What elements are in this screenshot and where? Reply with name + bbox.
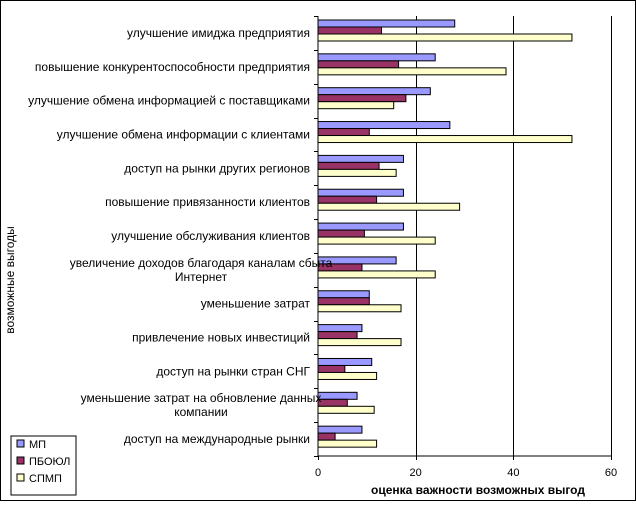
x-tick-labels: 0 20 40 60: [315, 456, 617, 479]
bar-spmp: [317, 338, 402, 347]
bar-pboyul: [317, 297, 370, 306]
bars: [317, 19, 573, 448]
legend-label: ПБОЮЛ: [29, 456, 70, 468]
bar-pboyul: [317, 364, 346, 373]
legend-label: МП: [29, 439, 46, 451]
bar-spmp: [317, 202, 461, 211]
bar-spmp: [317, 33, 573, 42]
bar-spmp: [317, 168, 397, 177]
bar-mp: [317, 188, 404, 197]
bar-mp: [317, 357, 373, 366]
bar-mp: [317, 391, 358, 400]
bar-mp: [317, 425, 363, 434]
bar-pboyul: [317, 94, 407, 103]
bar-pboyul: [317, 26, 382, 35]
category-label: доступ на рынки стран СНГ: [156, 364, 310, 378]
bar-pboyul: [317, 229, 365, 238]
category-label-line: Интернет: [175, 270, 228, 284]
bar-pboyul: [317, 331, 358, 340]
category-label: повышение привязанности клиентов: [105, 195, 310, 209]
legend-label: СПМП: [29, 473, 62, 485]
category-label: улучшение обслуживания клиентов: [111, 229, 310, 243]
bar-mp: [317, 121, 451, 130]
bar-pboyul: [317, 60, 400, 69]
x-axis-title: оценка важности возможных выгод: [371, 483, 585, 497]
bar-mp: [317, 154, 404, 163]
bar-mp: [317, 222, 404, 231]
category-label: улучшение имиджа предприятия: [127, 26, 310, 40]
bar-spmp: [317, 101, 395, 110]
category-label: уменьшение затрат: [201, 297, 311, 311]
category-label: доступ на международные рынки: [124, 432, 310, 446]
category-label: увеличение доходов благодаря каналам сбы…: [70, 256, 333, 284]
category-label: уменьшение затрат на обновление данных ко…: [81, 391, 322, 419]
gridlines: [314, 16, 612, 457]
x-tick-label: 60: [605, 467, 617, 479]
bar-spmp: [317, 67, 507, 76]
legend-swatch: [16, 473, 25, 482]
bar-spmp: [317, 135, 573, 144]
bar-mp: [317, 87, 431, 96]
y-axis-title: возможные выгоды: [3, 226, 17, 334]
x-tick-label: 40: [507, 467, 519, 479]
x-tick-label: 0: [315, 467, 321, 479]
legend-swatch: [16, 439, 25, 448]
bar-spmp: [317, 270, 436, 279]
category-label: улучшение обмена информации с клиентами: [57, 127, 310, 141]
category-label: повышение конкурентоспособности предприя…: [35, 60, 310, 74]
category-label-line: компании: [174, 405, 228, 419]
legend-items: МП ПБОЮЛ СПМП: [16, 439, 70, 485]
bar-mp: [317, 290, 370, 299]
legend: МП ПБОЮЛ СПМП: [10, 435, 77, 496]
bar-spmp: [317, 304, 402, 313]
bar-pboyul: [317, 161, 380, 170]
bar-mp: [317, 19, 456, 28]
category-label: доступ на рынки других регионов: [124, 161, 310, 175]
bar-spmp: [317, 405, 375, 414]
category-label-line: увеличение доходов благодаря каналам сбы…: [70, 256, 333, 270]
bar-spmp: [317, 236, 436, 245]
category-label-line: уменьшение затрат на обновление данных: [81, 391, 322, 405]
bar-pboyul: [317, 195, 378, 204]
legend-swatch: [16, 456, 25, 465]
bar-pboyul: [317, 128, 370, 137]
bar-spmp: [317, 439, 378, 448]
bar-spmp: [317, 371, 378, 380]
category-label: привлечение новых инвестиций: [132, 331, 310, 345]
bar-mp: [317, 324, 363, 333]
category-labels: улучшение имиджа предприятия повышение ко…: [28, 26, 332, 446]
bar-pboyul: [317, 398, 348, 407]
category-label: улучшение обмена информацией с поставщик…: [28, 94, 310, 108]
bar-mp: [317, 53, 436, 62]
x-tick-label: 20: [410, 467, 422, 479]
bar-pboyul: [317, 432, 336, 441]
